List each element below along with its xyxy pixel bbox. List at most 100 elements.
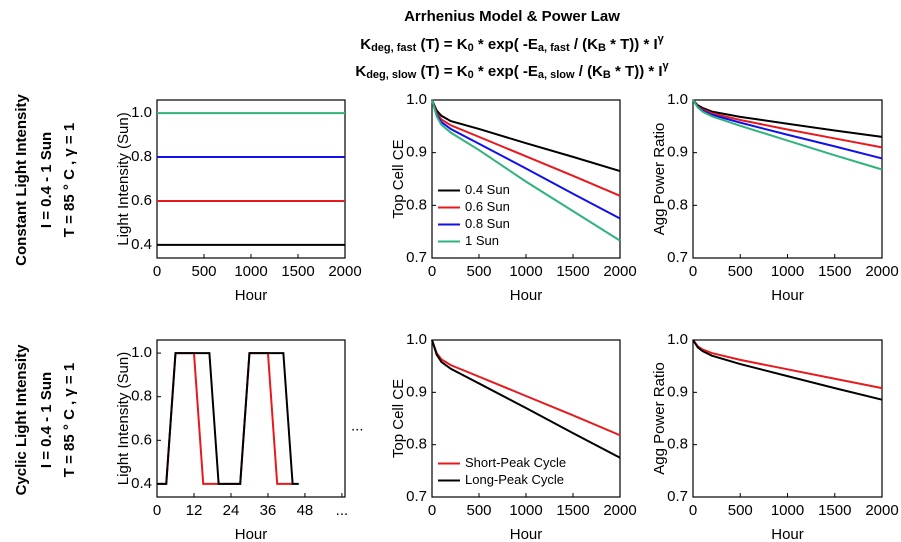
- y-axis-label: Agg Power Ratio: [651, 123, 668, 236]
- x-axis-label: Hour: [510, 287, 543, 304]
- y-tick-label: 1.0: [406, 91, 427, 108]
- formula-sub: 0: [468, 69, 474, 81]
- y-axis-label: Agg Power Ratio: [651, 362, 668, 475]
- x-tick-label: 2000: [865, 502, 898, 519]
- x-axis-label: Hour: [510, 526, 543, 542]
- y-tick-label: 0.8: [667, 196, 688, 213]
- series-line: [431, 99, 621, 220]
- formula-text: * T)) * I: [611, 63, 663, 80]
- x-tick-label: ...: [336, 502, 349, 519]
- y-tick-label: 0.4: [131, 236, 152, 253]
- y-axis-label: Top Cell CE: [390, 139, 407, 218]
- y-tick-label: 0.7: [667, 249, 688, 266]
- series-line: [692, 339, 883, 401]
- y-tick-label: 0.8: [406, 196, 427, 213]
- y-tick-label: 1.0: [406, 331, 427, 348]
- series-line: [157, 352, 293, 485]
- y-tick-label: 0.6: [131, 192, 152, 209]
- y-tick-label: 0.9: [406, 383, 427, 400]
- x-tick-label: 36: [260, 502, 277, 519]
- x-tick-label: 500: [466, 502, 491, 519]
- y-tick-label: 0.9: [406, 144, 427, 161]
- row-label: Cyclic Light Intensity: [13, 344, 30, 496]
- formula-sub: a, fast: [538, 42, 570, 54]
- series-line: [692, 99, 883, 171]
- x-tick-label: 0: [153, 263, 161, 280]
- formula-text: * exp( -E: [474, 36, 538, 53]
- x-axis-label: Hour: [235, 526, 268, 542]
- x-tick-label: 1500: [556, 263, 589, 280]
- y-tick-label: 0.6: [131, 431, 152, 448]
- formula-sub: deg, slow: [366, 69, 417, 81]
- formula: Kdeg, slow (T) = K0 * exp( -Ea, slow / (…: [355, 60, 669, 81]
- y-axis-label: Light Intensity (Sun): [115, 112, 132, 245]
- formula-sub: B: [598, 42, 606, 54]
- panel: 0 500 1000 1500 2000 0.7 0.8 0.9 1.0 Hour Top Cell…: [390, 331, 637, 542]
- x-tick-label: 2000: [603, 263, 636, 280]
- formula-sub: deg, fast: [371, 42, 417, 54]
- formula-text: (T) = K: [416, 36, 467, 53]
- x-tick-label: 1000: [509, 263, 542, 280]
- legend-label: 0.4 Sun: [465, 182, 510, 197]
- series-line: [431, 99, 621, 242]
- x-tick-label: 2000: [865, 263, 898, 280]
- panel: 0 500 1000 1500 2000 0.7 0.8 0.9 1.0 Hour Agg Powe…: [651, 331, 899, 542]
- formula-text: K: [355, 63, 366, 80]
- y-tick-label: 0.9: [667, 383, 688, 400]
- y-tick-label: 0.8: [667, 436, 688, 453]
- y-axis-label: Light Intensity (Sun): [115, 352, 132, 485]
- formula: Kdeg, fast (T) = K0 * exp( -Ea, fast / (…: [360, 33, 664, 54]
- series-line: [431, 339, 621, 459]
- plot-frame: [692, 339, 883, 498]
- formula-sub: 0: [468, 42, 474, 54]
- series-line: [692, 339, 883, 390]
- x-tick-label: 1500: [818, 502, 851, 519]
- y-tick-label: 0.7: [406, 249, 427, 266]
- x-tick-label: 0: [428, 263, 436, 280]
- x-tick-label: 24: [223, 502, 240, 519]
- panel: 0 500 1000 1500 2000 0.7 0.8 0.9 1.0 Hour Top Cell…: [390, 91, 637, 304]
- y-tick-label: 0.7: [406, 488, 427, 505]
- panel: 0 500 1000 1500 2000 0.4 0.6 0.8 1.0 Hour Light In…: [115, 99, 362, 304]
- panel: 0 500 1000 1500 2000 0.7 0.8 0.9 1.0 Hour Agg Powe…: [651, 91, 899, 304]
- x-tick-label: 500: [728, 263, 753, 280]
- formula-text: K: [360, 36, 371, 53]
- y-tick-label: 1.0: [131, 104, 152, 121]
- row-label: I = 0.4 - 1 Sun: [38, 372, 55, 468]
- x-tick-label: 48: [297, 502, 314, 519]
- y-tick-label: 0.7: [667, 488, 688, 505]
- y-tick-label: 0.9: [667, 144, 688, 161]
- figure-title: Arrhenius Model & Power Law: [404, 8, 620, 25]
- plot-frame: [156, 339, 346, 498]
- x-tick-label: 0: [689, 263, 697, 280]
- x-tick-label: 1000: [771, 502, 804, 519]
- annotation: ...: [351, 417, 364, 434]
- y-tick-label: 1.0: [667, 91, 688, 108]
- formula-text: * T)) * I: [606, 36, 658, 53]
- y-tick-label: 1.0: [131, 344, 152, 361]
- formula-text: * exp( -E: [474, 63, 538, 80]
- y-tick-label: 0.8: [131, 148, 152, 165]
- x-tick-label: 1500: [281, 263, 314, 280]
- formula-text: / (K: [570, 36, 598, 53]
- legend-label: Short-Peak Cycle: [465, 455, 566, 470]
- legend-label: Long-Peak Cycle: [465, 472, 564, 487]
- x-tick-label: 500: [466, 263, 491, 280]
- x-tick-label: 1000: [509, 502, 542, 519]
- x-tick-label: 1000: [234, 263, 267, 280]
- x-axis-label: Hour: [771, 287, 804, 304]
- legend-label: 0.6 Sun: [465, 199, 510, 214]
- series-line: [157, 352, 299, 485]
- row-label: Constant Light Intensity: [13, 94, 30, 266]
- x-tick-label: 1500: [818, 263, 851, 280]
- x-axis-label: Hour: [235, 287, 268, 304]
- formula-sub: a, slow: [538, 69, 575, 81]
- formula-text: / (K: [575, 63, 603, 80]
- formula-sup: γ: [663, 60, 670, 72]
- plot-frame: [156, 99, 346, 259]
- panel: 0 12 24 36 48 ... 0.4 0.6 0.8 1.0 Hour Light Intens…: [115, 339, 364, 542]
- y-axis-label: Top Cell CE: [390, 379, 407, 458]
- x-tick-label: 1000: [771, 263, 804, 280]
- formula-sub: B: [603, 69, 611, 81]
